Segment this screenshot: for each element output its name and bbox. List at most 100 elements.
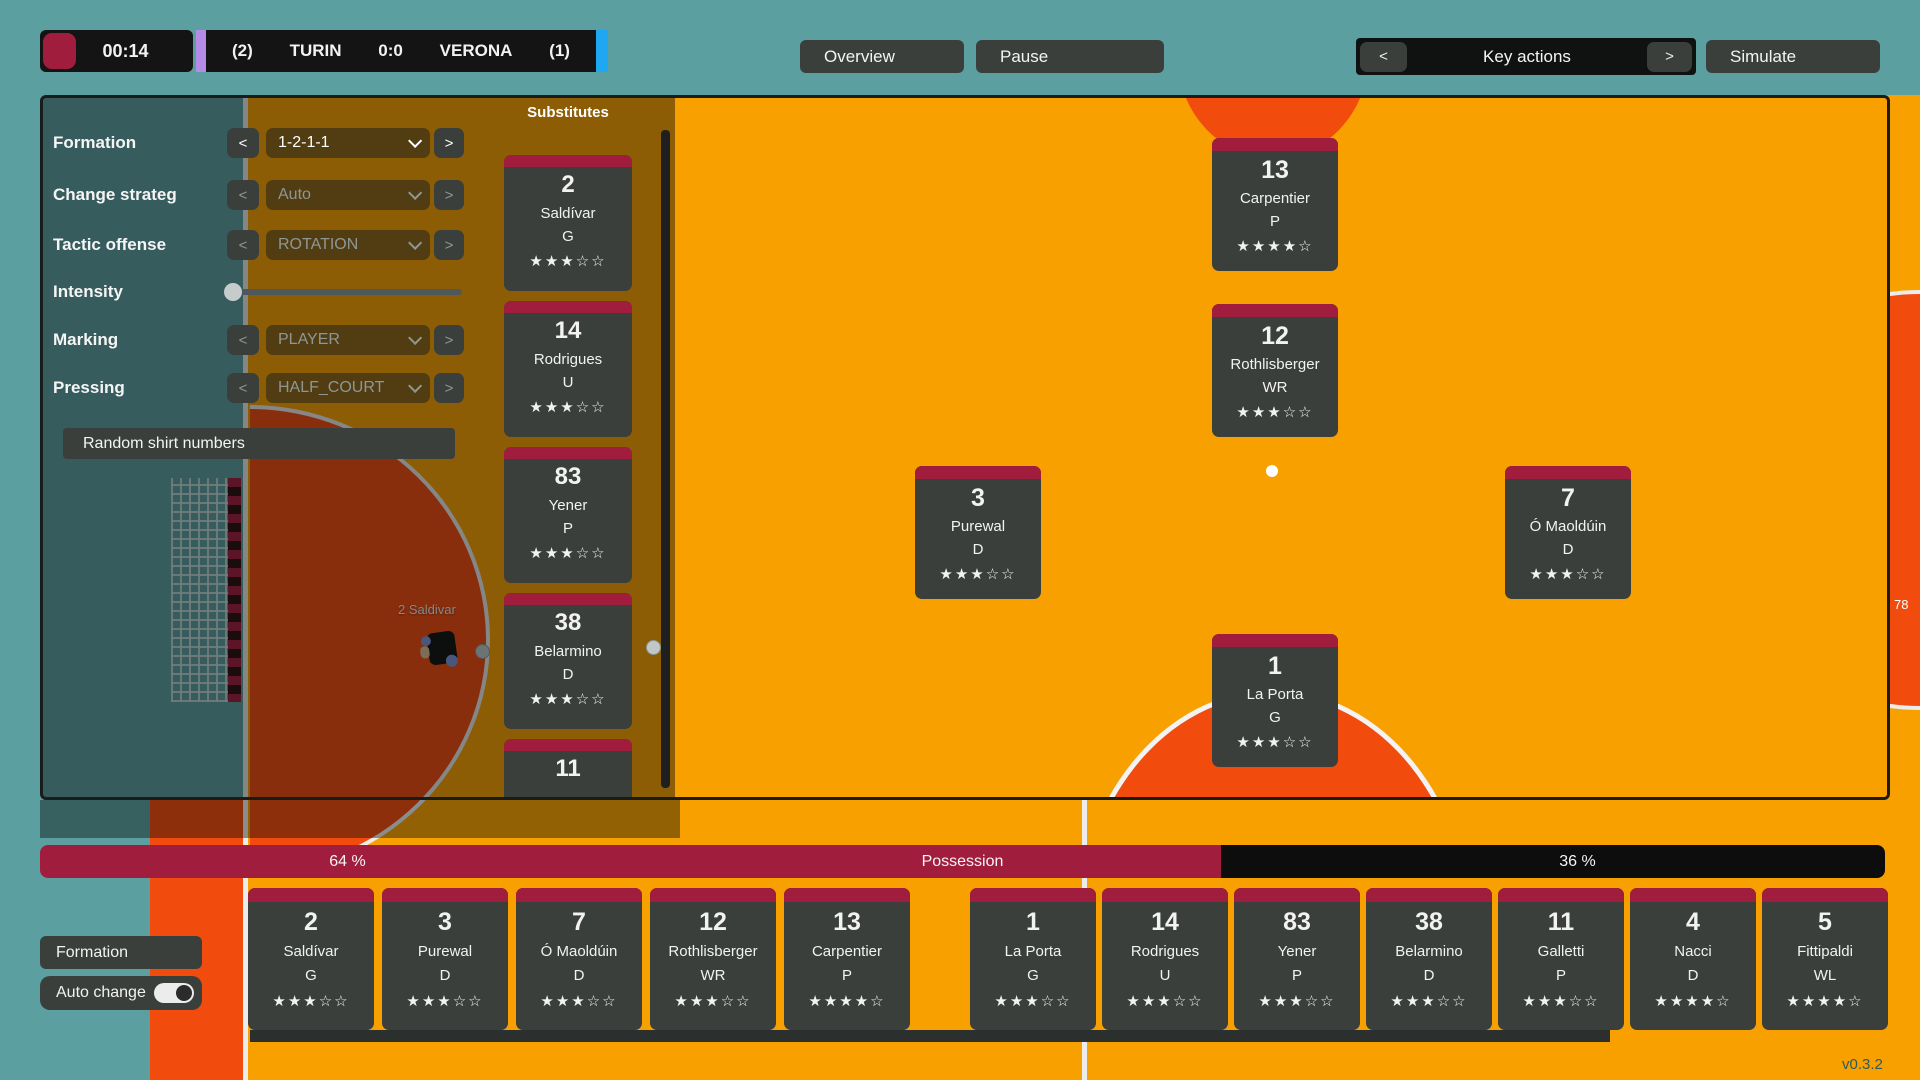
card-accent-bar bbox=[1212, 634, 1338, 647]
card-accent-bar bbox=[1102, 888, 1228, 902]
player-stars: ★★★★☆ bbox=[1236, 238, 1314, 255]
player-name: Nacci bbox=[1674, 943, 1712, 960]
player-name: Galletti bbox=[1537, 943, 1585, 960]
field-player-card[interactable]: 7 Ó Maoldúin D ★★★☆☆ bbox=[1505, 466, 1631, 599]
on-court-group: 2 Saldívar G ★★★☆☆ 3 Purewal D ★★★☆☆ 7 Ó… bbox=[248, 888, 910, 1030]
player-number: 1 bbox=[1026, 908, 1040, 936]
auto-change-toggle[interactable] bbox=[154, 983, 194, 1003]
timer-value: 00:14 bbox=[102, 41, 149, 61]
change-strategy-next-button[interactable]: > bbox=[434, 180, 464, 210]
substitute-card[interactable]: 2 Saldívar G ★★★☆☆ bbox=[504, 155, 632, 291]
substitute-card[interactable]: 83 Yener P ★★★☆☆ bbox=[504, 447, 632, 583]
card-accent-bar bbox=[1498, 888, 1624, 902]
key-actions-label: Key actions bbox=[1483, 46, 1571, 66]
roster-card[interactable]: 1 La Porta G ★★★☆☆ bbox=[970, 888, 1096, 1030]
marking-prev-button[interactable]: < bbox=[227, 325, 259, 355]
right-player-label: 78 bbox=[1894, 597, 1909, 612]
substitute-card[interactable]: 38 Belarmino D ★★★☆☆ bbox=[504, 593, 632, 729]
formation-label: Formation bbox=[53, 133, 137, 152]
player-stars: ★★★☆☆ bbox=[994, 993, 1072, 1010]
roster-card[interactable]: 2 Saldívar G ★★★☆☆ bbox=[248, 888, 374, 1030]
player-number: 12 bbox=[699, 908, 727, 936]
player-number: 38 bbox=[1415, 908, 1443, 936]
pressing-select[interactable]: HALF_COURT bbox=[266, 373, 430, 403]
change-strategy-select[interactable]: Auto bbox=[266, 180, 430, 210]
player-number: 3 bbox=[971, 484, 985, 512]
player-stars: ★★★☆☆ bbox=[406, 993, 484, 1010]
player-stars: ★★★☆☆ bbox=[529, 399, 607, 416]
player-number: 2 bbox=[561, 171, 575, 198]
away-fouls: (1) bbox=[549, 41, 570, 60]
player-name: Ó Maoldúin bbox=[540, 943, 618, 960]
player-stars: ★★★☆☆ bbox=[540, 993, 618, 1010]
player-position: G bbox=[1027, 967, 1039, 984]
field-player-card[interactable]: 13 Carpentier P ★★★★☆ bbox=[1212, 138, 1338, 271]
key-actions-prev-button[interactable]: < bbox=[1360, 41, 1407, 72]
tactic-row-pressing: Pressing < HALF_COURT > bbox=[53, 373, 498, 403]
random-shirt-numbers-button[interactable]: Random shirt numbers bbox=[63, 428, 455, 459]
tactic-offense-next-button[interactable]: > bbox=[434, 230, 464, 260]
card-accent-bar bbox=[1505, 466, 1631, 479]
roster-card[interactable]: 5 Fittipaldi WL ★★★★☆ bbox=[1762, 888, 1888, 1030]
player-position: WR bbox=[700, 967, 726, 984]
player-position: P bbox=[1555, 967, 1566, 984]
card-accent-bar bbox=[504, 593, 632, 605]
roster-card[interactable]: 7 Ó Maoldúin D ★★★☆☆ bbox=[516, 888, 642, 1030]
key-actions-bar: < Key actions > bbox=[1356, 38, 1696, 75]
key-actions-next-button[interactable]: > bbox=[1647, 41, 1692, 72]
player-position: U bbox=[1159, 967, 1171, 984]
roster-card[interactable]: 13 Carpentier P ★★★★☆ bbox=[784, 888, 910, 1030]
roster-card[interactable]: 4 Nacci D ★★★★☆ bbox=[1630, 888, 1756, 1030]
player-number: 3 bbox=[438, 908, 452, 936]
pause-button[interactable]: Pause bbox=[976, 40, 1164, 73]
chevron-down-icon bbox=[408, 235, 423, 250]
match-timer: 00:14 bbox=[40, 30, 193, 72]
player-position: P bbox=[562, 520, 573, 537]
change-strategy-prev-button[interactable]: < bbox=[227, 180, 259, 210]
roster-card[interactable]: 83 Yener P ★★★☆☆ bbox=[1234, 888, 1360, 1030]
player-number: 2 bbox=[304, 908, 318, 936]
chevron-down-icon bbox=[408, 378, 423, 393]
substitutes-scrollbar[interactable] bbox=[661, 130, 670, 788]
player-number: 12 bbox=[1261, 322, 1289, 350]
roster-card[interactable]: 11 Galletti P ★★★☆☆ bbox=[1498, 888, 1624, 1030]
formation-button[interactable]: Formation bbox=[40, 936, 202, 969]
formation-prev-button[interactable]: < bbox=[227, 128, 259, 158]
card-accent-bar bbox=[1234, 888, 1360, 902]
player-position: D bbox=[562, 666, 574, 683]
card-accent-bar bbox=[248, 888, 374, 902]
player-position: D bbox=[573, 967, 585, 984]
overview-button[interactable]: Overview bbox=[800, 40, 964, 73]
intensity-slider-track[interactable] bbox=[228, 289, 462, 295]
timer-accent-pill bbox=[43, 33, 76, 69]
substitute-card[interactable]: 14 Rodrigues U ★★★☆☆ bbox=[504, 301, 632, 437]
possession-bar: 64 % Possession 36 % bbox=[40, 845, 1885, 878]
substitute-card[interactable]: 11 bbox=[504, 739, 632, 797]
roster-card[interactable]: 12 Rothlisberger WR ★★★☆☆ bbox=[650, 888, 776, 1030]
pressing-prev-button[interactable]: < bbox=[227, 373, 259, 403]
card-accent-bar bbox=[1212, 138, 1338, 151]
roster-card[interactable]: 14 Rodrigues U ★★★☆☆ bbox=[1102, 888, 1228, 1030]
formation-next-button[interactable]: > bbox=[434, 128, 464, 158]
away-team-name: VERONA bbox=[439, 41, 513, 60]
tactic-offense-prev-button[interactable]: < bbox=[227, 230, 259, 260]
home-fouls: (2) bbox=[232, 41, 253, 60]
marking-select[interactable]: PLAYER bbox=[266, 325, 430, 355]
player-stars: ★★★☆☆ bbox=[1529, 566, 1607, 583]
pressing-next-button[interactable]: > bbox=[434, 373, 464, 403]
player-position: WR bbox=[1262, 379, 1288, 396]
field-player-card[interactable]: 1 La Porta G ★★★☆☆ bbox=[1212, 634, 1338, 767]
roster-card[interactable]: 3 Purewal D ★★★☆☆ bbox=[382, 888, 508, 1030]
simulate-button[interactable]: Simulate bbox=[1706, 40, 1880, 73]
field-player-card[interactable]: 12 Rothlisberger WR ★★★☆☆ bbox=[1212, 304, 1338, 437]
marking-next-button[interactable]: > bbox=[434, 325, 464, 355]
intensity-slider-handle[interactable] bbox=[224, 283, 242, 301]
tactic-row-offense: Tactic offense < ROTATION > bbox=[53, 230, 498, 260]
roster-card[interactable]: 38 Belarmino D ★★★☆☆ bbox=[1366, 888, 1492, 1030]
tactic-offense-select[interactable]: ROTATION bbox=[266, 230, 430, 260]
field-player-card[interactable]: 3 Purewal D ★★★☆☆ bbox=[915, 466, 1041, 599]
possession-home-value: 64 % bbox=[329, 853, 366, 870]
formation-select[interactable]: 1-2-1-1 bbox=[266, 128, 430, 158]
player-name: Rodrigues bbox=[1130, 943, 1200, 960]
